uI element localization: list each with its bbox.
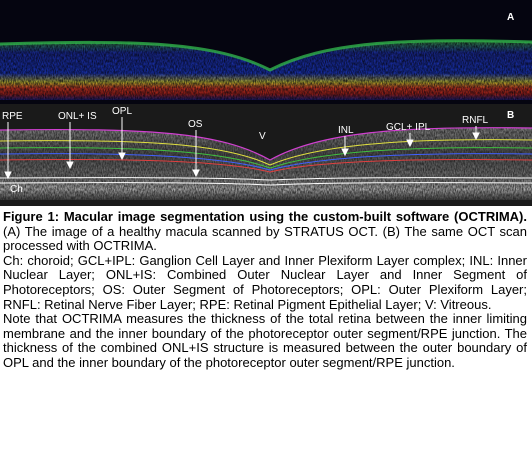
panel-a: A [0,0,532,104]
boundary-rnfl [0,139,532,166]
annotation-label: INL [338,125,354,136]
annotation-arrows [4,117,480,180]
boundary-is-os [0,177,532,181]
boundary-rpe [0,182,532,186]
caption-title: Figure 1: Macular image segmentation usi… [3,209,527,224]
retina-surface [0,39,532,72]
caption-description: (A) The image of a healthy macula scanne… [3,223,527,254]
caption-abbreviations: Ch: choroid; GCL+IPL: Ganglion Cell Laye… [3,252,527,312]
annotation-label: GCL+ IPL [386,122,431,133]
panel-label: A [507,12,514,23]
annotation-label: OPL [112,106,132,117]
annotation-label: V [259,131,266,142]
figure-image: A RPE ONL+ IS OPL OS V INL GCL+ IPL RNFL… [0,0,532,206]
annotation-label: RNFL [462,115,489,126]
panel-label: B [507,110,514,121]
boundary-ilm [0,127,532,161]
oct-retina [0,127,532,200]
annotation-label: Ch [10,184,23,195]
panel-b: RPE ONL+ IS OPL OS V INL GCL+ IPL RNFL C… [0,104,532,206]
annotation-label: ONL+ IS [58,111,97,122]
caption-note: Note that OCTRIMA measures the thickness… [3,311,527,370]
oct-retina [0,40,532,100]
annotation-label: OS [188,119,203,130]
caption-paragraph: Figure 1: Macular image segmentation usi… [3,209,527,254]
figure-caption: Figure 1: Macular image segmentation usi… [3,209,527,371]
annotation-label: RPE [2,111,23,122]
boundary-ipl [0,147,532,169]
boundary-opl [0,159,532,173]
